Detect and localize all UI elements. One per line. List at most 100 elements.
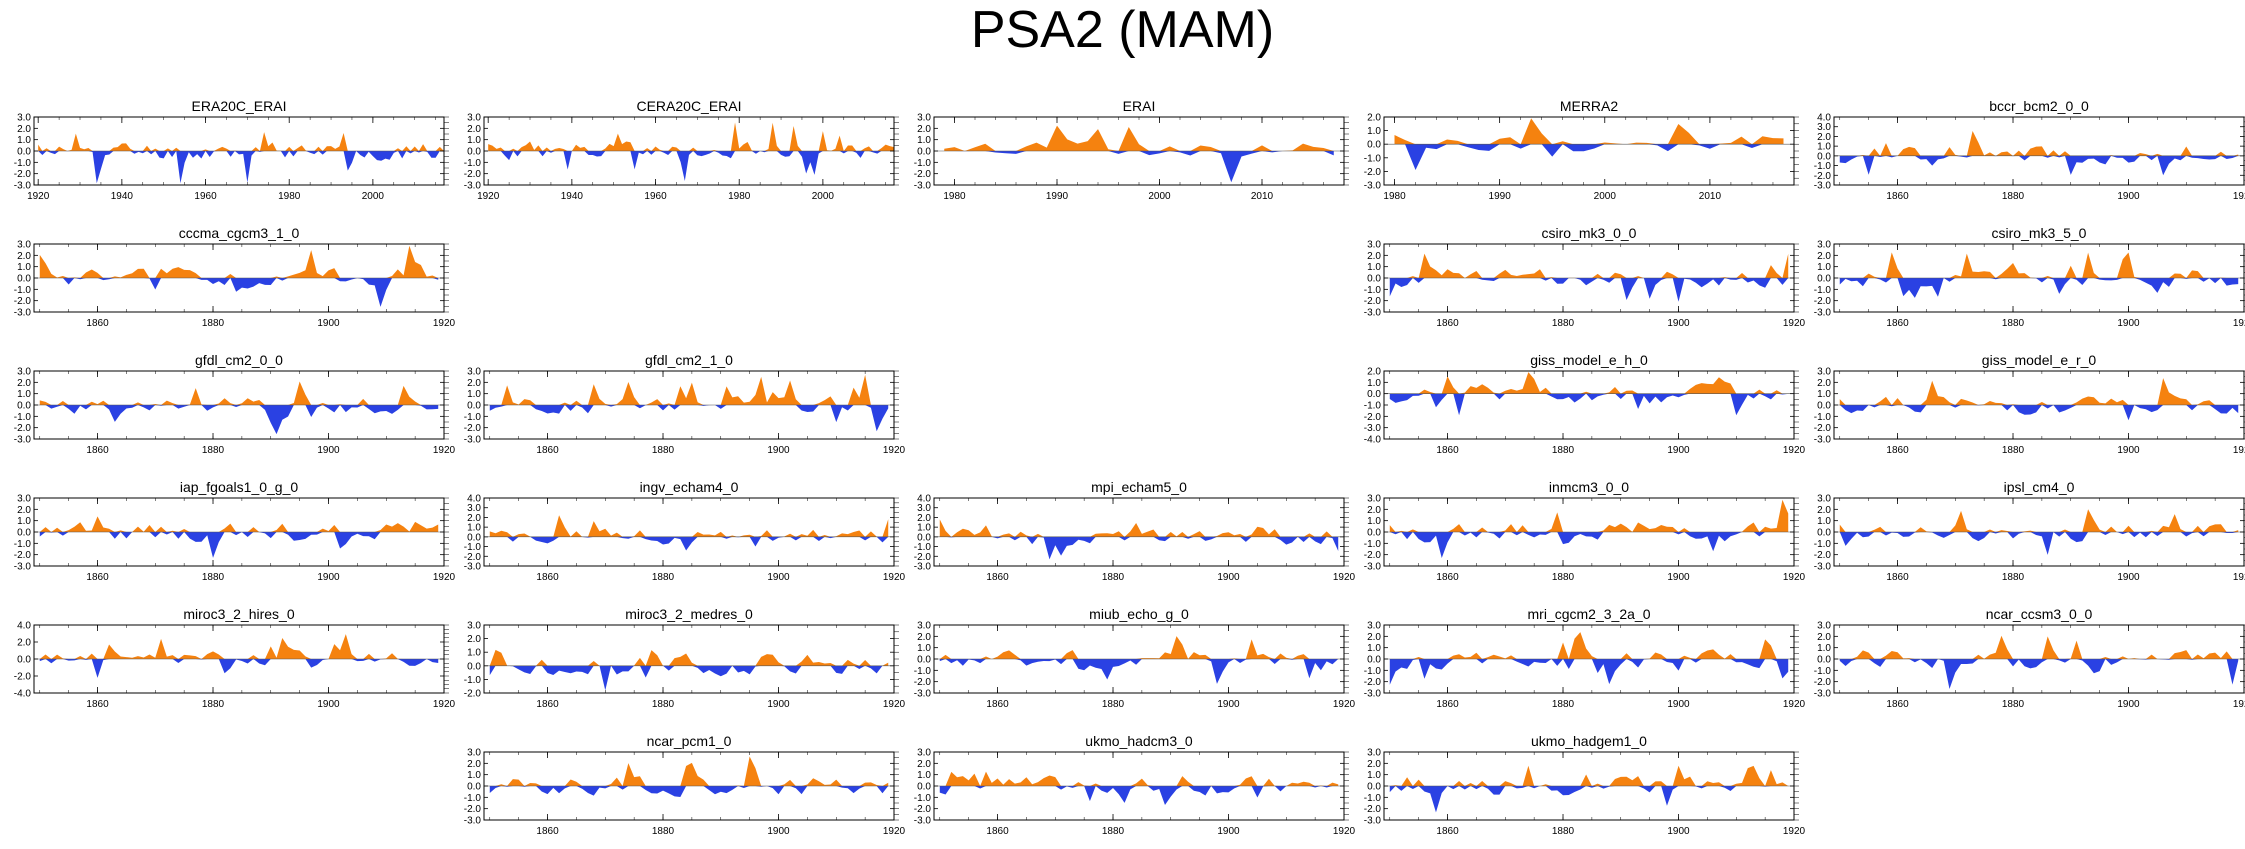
y-tick-label: -1.0 bbox=[14, 158, 32, 169]
x-tick-label: 1920 bbox=[1783, 318, 1806, 329]
y-tick-label: -4.0 bbox=[14, 689, 32, 700]
x-tick-label: 1900 bbox=[1667, 572, 1690, 583]
y-tick-label: 2.0 bbox=[1817, 505, 1831, 516]
x-tick-label: 1920 bbox=[1783, 445, 1806, 456]
y-tick-label: 2.0 bbox=[17, 251, 31, 262]
x-tick-label: 1880 bbox=[1552, 699, 1575, 710]
y-tick-label: 1.0 bbox=[1817, 142, 1831, 153]
y-tick-label: 3.0 bbox=[17, 240, 31, 251]
y-tick-label: 2.0 bbox=[467, 634, 481, 645]
panel-title: inmcm3_0_0 bbox=[1549, 479, 1629, 495]
x-tick-label: 1860 bbox=[536, 826, 559, 837]
x-tick-label: 1920 bbox=[27, 191, 50, 202]
negative-anomaly-area bbox=[1389, 659, 1789, 685]
y-tick-label: -3.0 bbox=[914, 689, 932, 700]
y-tick-label: 0.0 bbox=[467, 661, 481, 672]
y-tick-label: 0.0 bbox=[467, 782, 481, 793]
positive-anomaly-area bbox=[38, 132, 444, 151]
positive-anomaly-area bbox=[1839, 378, 2239, 405]
x-tick-label: 1920 bbox=[883, 699, 906, 710]
x-tick-label: 1900 bbox=[317, 699, 340, 710]
panel-title: ERA20C_ERAI bbox=[192, 98, 287, 114]
x-tick-label: 1920 bbox=[2233, 699, 2245, 710]
x-tick-label: 1880 bbox=[1552, 445, 1575, 456]
y-tick-label: 2.0 bbox=[1367, 251, 1381, 262]
x-tick-label: 1920 bbox=[883, 572, 906, 583]
y-tick-label: -3.0 bbox=[914, 816, 932, 827]
x-tick-label: 1960 bbox=[194, 191, 217, 202]
y-tick-label: -1.0 bbox=[464, 793, 482, 804]
x-tick-label: 1860 bbox=[1886, 445, 1909, 456]
x-tick-label: 1860 bbox=[86, 572, 109, 583]
panel-title: ukmo_hadgem1_0 bbox=[1531, 733, 1647, 749]
y-tick-label: 0.0 bbox=[1817, 151, 1831, 162]
chart-panel: ERA20C_ERAI 3.0 2.0 1.0 0.0 -1.0 -2.0 -3.0 1920 1… bbox=[4, 95, 449, 207]
x-tick-label: 1900 bbox=[1667, 318, 1690, 329]
positive-anomaly-area bbox=[939, 771, 1339, 786]
x-tick-label: 1880 bbox=[1102, 572, 1125, 583]
chart-svg: ncar_pcm1_0 3.02.01.00.0-1.0-2.0-3.0 1860 1… bbox=[464, 733, 906, 837]
negative-anomaly-area bbox=[939, 659, 1339, 684]
y-tick-label: -2.0 bbox=[1364, 550, 1382, 561]
y-tick-label: 0.0 bbox=[17, 274, 31, 285]
y-tick-label: 2.0 bbox=[1817, 632, 1831, 643]
y-tick-label: -2.0 bbox=[464, 552, 482, 563]
x-tick-label: 1980 bbox=[1383, 191, 1406, 202]
negative-anomaly-area bbox=[38, 151, 444, 184]
y-tick-label: 3.0 bbox=[467, 367, 481, 378]
positive-anomaly-area bbox=[489, 374, 889, 405]
y-tick-label: -2.0 bbox=[1364, 296, 1382, 307]
y-tick-label: 3.0 bbox=[1817, 240, 1831, 251]
positive-anomaly-area bbox=[939, 636, 1339, 659]
negative-anomaly-area bbox=[488, 151, 894, 181]
y-tick-label: 3.0 bbox=[917, 113, 931, 124]
x-tick-label: 1860 bbox=[986, 572, 1009, 583]
panel-title: gfdl_cm2_1_0 bbox=[645, 352, 733, 368]
x-tick-label: 1900 bbox=[1217, 572, 1240, 583]
panel-title: csiro_mk3_0_0 bbox=[1542, 225, 1637, 241]
y-tick-label: -3.0 bbox=[14, 181, 32, 192]
x-tick-label: 1920 bbox=[1783, 699, 1806, 710]
x-tick-label: 1980 bbox=[278, 191, 301, 202]
positive-anomaly-area bbox=[39, 634, 439, 659]
x-tick-label: 1920 bbox=[1333, 699, 1356, 710]
y-tick-label: -3.0 bbox=[1364, 423, 1382, 434]
x-tick-label: 1860 bbox=[1886, 572, 1909, 583]
chart-panel: gfdl_cm2_0_0 3.0 2.0 1.0 0.0 -1.0 -2.0 -3.0 1860… bbox=[4, 349, 456, 461]
x-tick-label: 1880 bbox=[2002, 572, 2025, 583]
positive-anomaly-area bbox=[489, 515, 889, 537]
y-tick-label: 2.0 bbox=[467, 513, 481, 524]
y-tick-label: 3.0 bbox=[1367, 748, 1381, 759]
positive-anomaly-area bbox=[1389, 499, 1789, 532]
y-tick-label: -3.0 bbox=[1814, 308, 1832, 319]
y-tick-label: 1.0 bbox=[1817, 389, 1831, 400]
x-tick-label: 1920 bbox=[433, 445, 456, 456]
chart-svg: ukmo_hadgem1_0 3.02.01.00.0-1.0-2.0-3.0 18… bbox=[1364, 733, 1806, 837]
chart-svg: giss_model_e_h_0 2.01.00.0-1.0-2.0-3.0-4.… bbox=[1364, 352, 1806, 456]
y-tick-label: -3.0 bbox=[14, 435, 32, 446]
y-tick-label: 0.0 bbox=[917, 147, 931, 158]
x-tick-label: 2000 bbox=[1148, 191, 1171, 202]
negative-anomaly-area bbox=[39, 532, 439, 558]
plot-frame bbox=[1383, 370, 1795, 440]
y-tick-label: 2.0 bbox=[1817, 251, 1831, 262]
y-tick-label: 0.0 bbox=[17, 401, 31, 412]
y-tick-label: 3.0 bbox=[1367, 494, 1381, 505]
chart-svg: miroc3_2_hires_0 4.0 2.0 0.0 -2.0 -4.0 1860 188… bbox=[14, 606, 456, 710]
y-tick-label: 2.0 bbox=[1817, 378, 1831, 389]
negative-anomaly-area bbox=[1389, 278, 1789, 302]
y-tick-label: 2.0 bbox=[17, 505, 31, 516]
x-tick-label: 1920 bbox=[477, 191, 500, 202]
y-tick-label: -1.0 bbox=[1814, 539, 1832, 550]
y-tick-label: -3.0 bbox=[1364, 816, 1382, 827]
y-tick-label: 2.0 bbox=[1367, 113, 1381, 124]
x-tick-label: 1920 bbox=[883, 445, 906, 456]
chart-svg: CERA20C_ERAI 3.02.01.00.0-1.0-2.0-3.01920… bbox=[464, 98, 899, 202]
y-tick-label: -3.0 bbox=[1814, 689, 1832, 700]
y-tick-label: 1.0 bbox=[1817, 262, 1831, 273]
chart-panel: miroc3_2_medres_0 3.0 2.0 1.0 0.0 -1.0 -2.0 186… bbox=[454, 603, 906, 715]
chart-svg: inmcm3_0_0 3.02.01.00.0-1.0-2.0-3.0 1860 18… bbox=[1364, 479, 1806, 583]
x-tick-label: 1880 bbox=[202, 699, 225, 710]
x-tick-label: 1860 bbox=[1886, 191, 1909, 202]
